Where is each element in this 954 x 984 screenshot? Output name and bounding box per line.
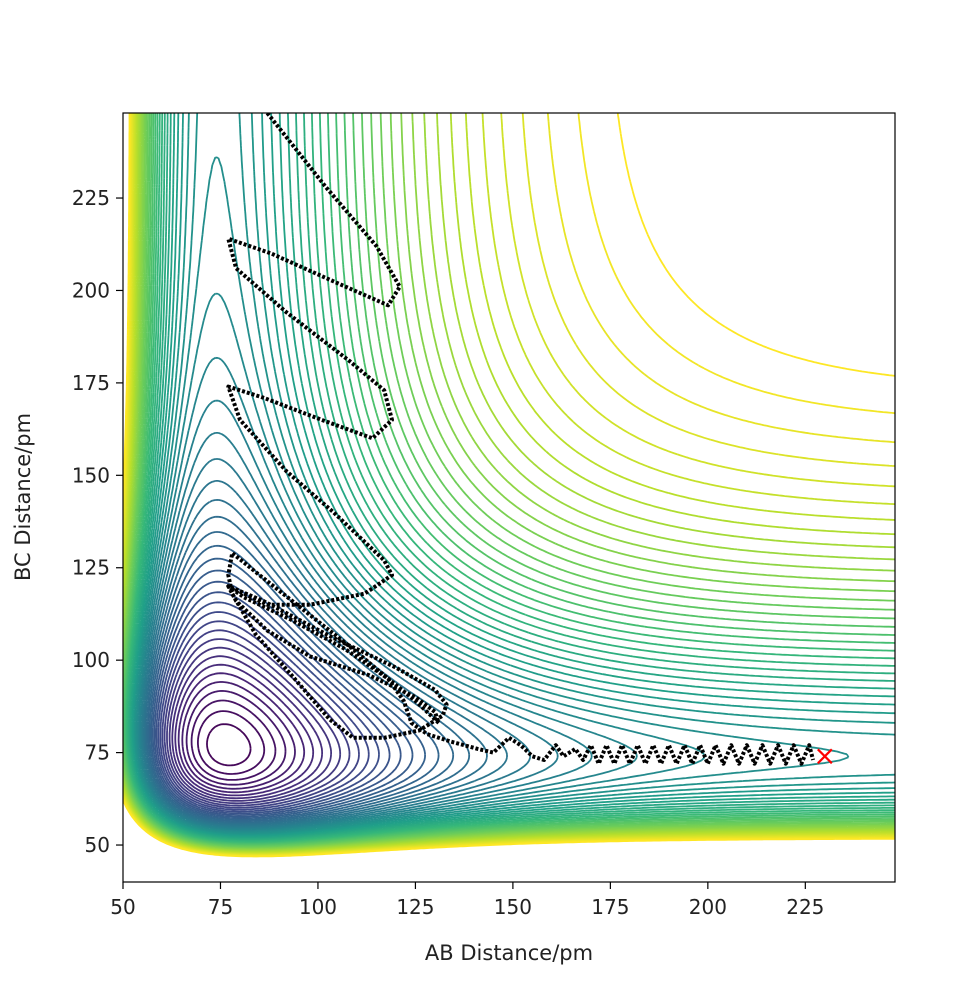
y-tick-label: 75: [85, 741, 110, 765]
y-tick-label: 100: [72, 648, 110, 672]
x-tick-label: 75: [208, 895, 233, 919]
y-tick-label: 50: [85, 833, 110, 857]
contour-level: [168, 646, 332, 802]
contour-level: [163, 629, 351, 807]
contour-level: [206, 723, 252, 767]
contour-level: [185, 690, 287, 786]
y-tick-label: 125: [72, 556, 110, 580]
x-tick-label: 175: [591, 895, 629, 919]
x-axis: 50 75 100 125 150 175 200 225: [110, 882, 824, 919]
x-tick-label: 150: [494, 895, 532, 919]
y-tick-label: 200: [72, 278, 110, 302]
contour-level: [132, 113, 895, 837]
contour-level: [197, 710, 266, 775]
end-marker-stroke: [817, 748, 833, 765]
x-tick-label: 225: [786, 895, 824, 919]
contour-level: [181, 681, 296, 790]
plot-area: [123, 113, 895, 858]
contour-level: [137, 356, 638, 831]
contour-level: [144, 499, 488, 825]
x-tick-label: 125: [396, 895, 434, 919]
contour-level: [130, 113, 895, 839]
x-tick-label: 100: [299, 895, 337, 919]
y-axis: 50 75 100 125 150 175 200 225: [72, 186, 123, 857]
contour-level: [153, 580, 402, 816]
contour-level: [166, 638, 342, 805]
contour-level: [136, 292, 706, 833]
contour-lines: [123, 113, 895, 858]
contour-level: [131, 113, 895, 838]
end-marker: [817, 748, 833, 765]
contour-level: [141, 458, 532, 828]
contour-level: [171, 655, 323, 800]
contour-level: [134, 113, 895, 835]
x-tick-label: 50: [110, 895, 135, 919]
y-axis-label: BC Distance/pm: [11, 413, 35, 581]
y-tick-label: 225: [72, 186, 110, 210]
contour-level: [142, 480, 508, 827]
trajectory: [226, 113, 816, 766]
contour-level: [161, 620, 360, 809]
y-tick-label: 175: [72, 371, 110, 395]
contour-level: [140, 432, 559, 829]
contour-level: [123, 113, 895, 858]
x-axis-label: AB Distance/pm: [425, 941, 593, 965]
trajectory-line: [226, 113, 816, 766]
y-tick-label: 150: [72, 463, 110, 487]
contour-level: [139, 399, 593, 830]
contour-level: [150, 557, 426, 820]
contour-level: [174, 663, 315, 797]
contour-level: [177, 672, 306, 794]
plot-frame: [122, 112, 896, 883]
contour-level: [155, 591, 391, 815]
contour-level: [190, 699, 277, 781]
x-tick-label: 200: [689, 895, 727, 919]
